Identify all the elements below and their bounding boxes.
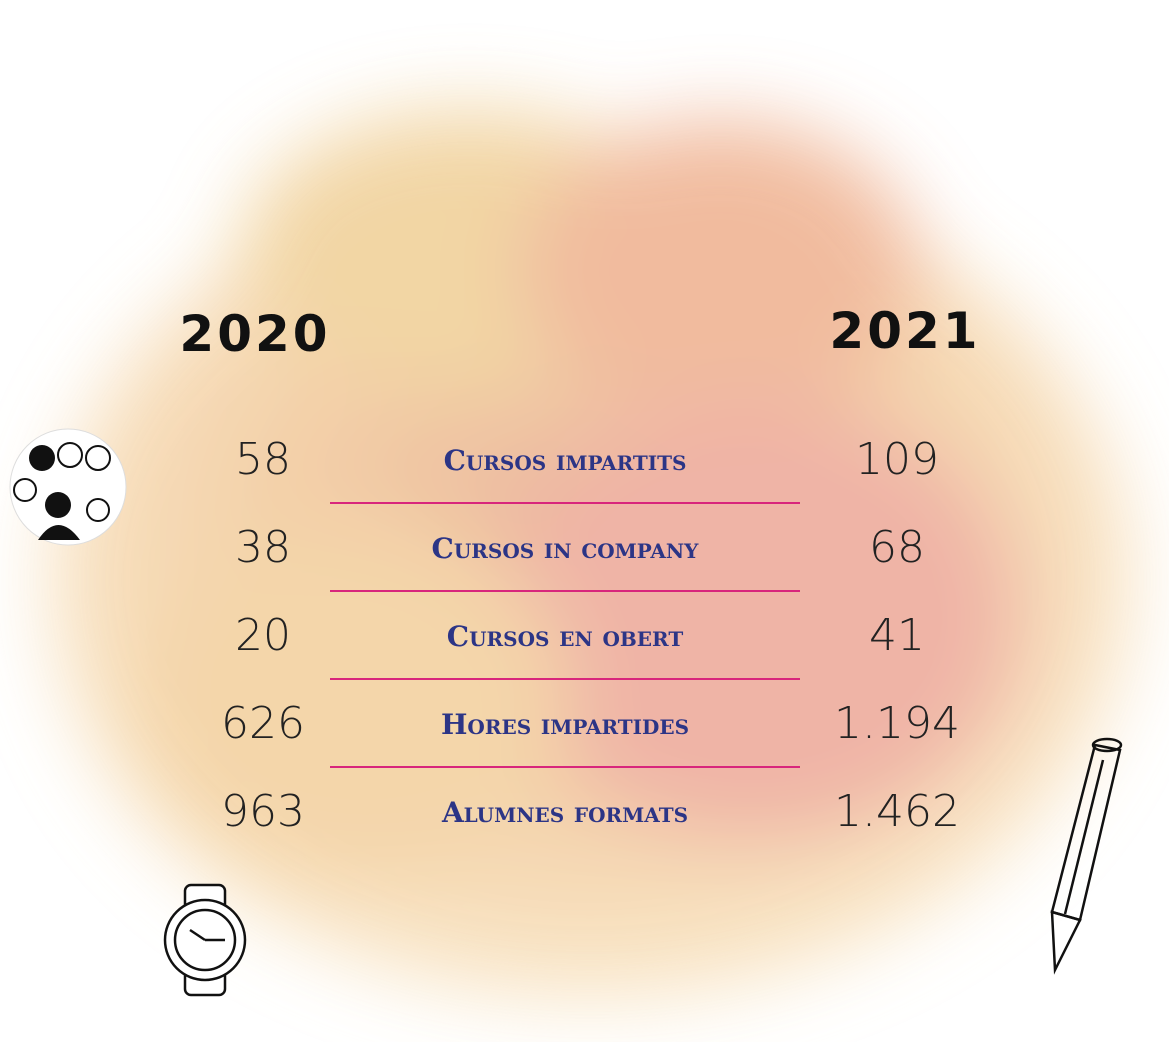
row-label: Cursos impartits [443,444,687,477]
year-heading: 2020 [179,305,331,363]
row-label: Cursos en obert [446,620,684,653]
value-2020: 626 [221,698,305,749]
row-divider [330,766,800,768]
row-label: Hores impartides [440,708,690,741]
row-label: Cursos in company [431,532,699,565]
value-2021: 41 [869,610,925,661]
year-heading: 2021 [829,302,981,360]
row-label: Alumnes formats [441,796,689,829]
people-icon [9,428,127,546]
value-2020: 20 [235,610,291,661]
value-2020: 58 [235,434,291,485]
value-2020: 38 [235,522,291,573]
row-divider [330,590,800,592]
row-divider [330,678,800,680]
value-2020: 963 [221,786,305,837]
value-2021: 1.194 [834,698,960,749]
value-2021: 1.462 [834,786,960,837]
value-2021: 68 [869,522,925,573]
row-divider [330,502,800,504]
value-2021: 109 [855,434,939,485]
watch-icon [163,883,247,997]
pencil-icon [1050,737,1123,975]
